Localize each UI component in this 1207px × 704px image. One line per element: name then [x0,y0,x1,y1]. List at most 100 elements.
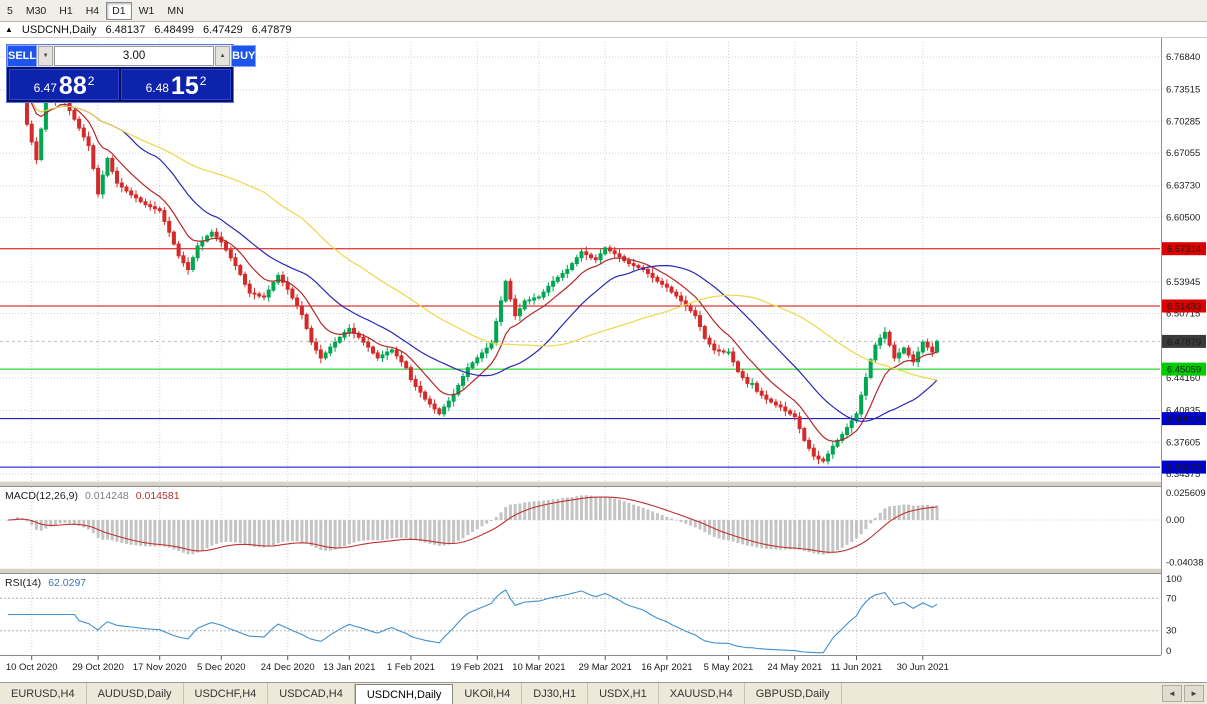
buy-price-display[interactable]: 6.48 15 2 [121,69,231,100]
svg-text:6.44160: 6.44160 [1166,373,1200,384]
svg-text:6.70285: 6.70285 [1166,116,1200,127]
svg-text:17 Nov 2020: 17 Nov 2020 [133,662,187,673]
tab-eurusd-h4[interactable]: EURUSD,H4 [0,683,87,704]
svg-text:6.57314: 6.57314 [1167,244,1201,255]
svg-text:6.67055: 6.67055 [1166,148,1200,159]
tab-gbpusd-daily[interactable]: GBPUSD,Daily [745,683,842,704]
tab-scroll-nav: ◄ ► [1162,683,1207,704]
sell-price-big: 88 [58,72,87,100]
svg-text:100: 100 [1166,574,1182,585]
svg-text:30: 30 [1166,626,1177,637]
level-lines-layer [0,248,1160,468]
svg-text:6.40835: 6.40835 [1166,406,1200,417]
svg-text:6.51483: 6.51483 [1167,302,1201,313]
svg-text:6.50715: 6.50715 [1166,309,1200,320]
lot-decrease-button[interactable]: ▼ [38,46,54,66]
svg-text:6.47879: 6.47879 [1167,337,1201,348]
sell-price-display[interactable]: 6.47 88 2 [9,69,119,100]
svg-text:0.025609: 0.025609 [1166,488,1206,499]
tab-usdx-h1[interactable]: USDX,H1 [588,683,659,704]
svg-text:13 Jan 2021: 13 Jan 2021 [323,662,375,673]
svg-text:6.63730: 6.63730 [1166,181,1200,192]
chart-window: ▲ USDCNH,Daily 6.48137 6.48499 6.47429 6… [0,22,1207,682]
ohlc-high: 6.48499 [154,23,195,36]
tab-scroll-right-button[interactable]: ► [1184,685,1204,702]
sell-button[interactable]: SELL [7,45,38,67]
svg-text:6.40019: 6.40019 [1167,414,1201,425]
svg-text:6.53945: 6.53945 [1166,277,1200,288]
candles-layer [6,64,939,465]
tab-usdcad-h4[interactable]: USDCAD,H4 [268,683,355,704]
svg-text:29 Mar 2021: 29 Mar 2021 [579,662,632,673]
macd-main-value: 0.014248 [84,490,129,502]
moving-averages-layer [7,80,938,442]
ohlc-open: 6.48137 [105,23,146,36]
buy-button[interactable]: BUY [231,45,257,67]
tab-usdcnh-daily[interactable]: USDCNH,Daily [354,684,454,704]
svg-text:70: 70 [1166,593,1177,604]
svg-text:6.76840: 6.76840 [1166,52,1200,63]
svg-text:6.73515: 6.73515 [1166,85,1200,96]
tab-dj30-h1[interactable]: DJ30,H1 [522,683,589,704]
price-axis: 6.76840 6.73515 6.70285 6.67055 6.63730 6.605… [1161,38,1207,682]
svg-text:24 Dec 2020: 24 Dec 2020 [261,662,315,673]
timeframe-button-d1[interactable]: D1 [106,1,132,20]
tab-audusd-daily[interactable]: AUDUSD,Daily [87,683,184,704]
chart-symbol-label: USDCNH,Daily [21,23,97,36]
rsi-value: 62.0297 [48,577,87,589]
svg-text:19 Feb 2021: 19 Feb 2021 [451,662,504,673]
ohlc-low: 6.47429 [203,23,243,36]
tab-xauusd-h4[interactable]: XAUUSD,H4 [659,683,745,704]
sell-price-sup: 2 [87,74,95,88]
rsi-name: RSI(14) [5,577,42,589]
svg-text:10 Oct 2020: 10 Oct 2020 [6,662,58,673]
svg-text:5 May 2021: 5 May 2021 [704,662,754,673]
timeframe-button-mn[interactable]: MN [161,2,189,20]
svg-text:6.34375: 6.34375 [1166,469,1200,480]
macd-signal-value: 0.014581 [135,490,180,502]
buy-price-big: 15 [170,72,199,100]
svg-text:6.45059: 6.45059 [1167,365,1201,376]
svg-text:11 Jun 2021: 11 Jun 2021 [831,662,883,673]
lot-increase-button[interactable]: ▲ [215,46,231,66]
chart-canvas: 6.76840 6.73515 6.70285 6.67055 6.63730 6.605… [0,38,1207,682]
chart-tab-bar: EURUSD,H4 AUDUSD,Daily USDCHF,H4 USDCAD,H4 U… [0,682,1207,704]
macd-indicator-label: MACD(12,26,9) 0.014248 0.014581 [5,490,180,502]
svg-text:1 Feb 2021: 1 Feb 2021 [387,662,435,673]
timeframe-button-5[interactable]: 5 [1,2,19,20]
timeframe-button-w1[interactable]: W1 [133,2,161,20]
buy-price-sup: 2 [199,74,207,88]
svg-text:29 Oct 2020: 29 Oct 2020 [72,662,124,673]
timeframe-toolbar: 5 M30 H1 H4 D1 W1 MN [0,0,1207,22]
timeframe-button-h1[interactable]: H1 [53,2,78,20]
svg-text:-0.04038: -0.04038 [1166,557,1204,568]
chart-header: ▲ USDCNH,Daily 6.48137 6.48499 6.47429 6… [0,22,1207,38]
sell-price-prefix: 6.47 [33,81,57,95]
one-click-trading-widget: SELL ▼ ▲ BUY 6.47 88 2 6.48 [6,44,257,103]
tab-ukoil-h4[interactable]: UKOil,H4 [453,683,523,704]
rsi-layer [0,589,1160,654]
macd-name: MACD(12,26,9) [5,490,78,502]
lot-size-input[interactable] [54,46,215,66]
rsi-indicator-label: RSI(14) 62.0297 [5,577,86,589]
svg-text:6.35078: 6.35078 [1167,463,1201,474]
pane-dividers [0,481,1207,656]
svg-text:0.00: 0.00 [1166,515,1185,526]
svg-text:6.60500: 6.60500 [1166,213,1200,224]
price-chart-svg[interactable]: 6.76840 6.73515 6.70285 6.67055 6.63730 6.605… [0,38,1207,682]
timeframe-button-h4[interactable]: H4 [80,2,105,20]
svg-text:24 May 2021: 24 May 2021 [767,662,822,673]
timeframe-button-m30[interactable]: M30 [20,2,52,20]
ohlc-close: 6.47879 [251,23,292,36]
svg-text:16 Apr 2021: 16 Apr 2021 [641,662,692,673]
tab-usdchf-h4[interactable]: USDCHF,H4 [184,683,269,704]
macd-layer [0,495,1160,555]
svg-text:0: 0 [1166,646,1171,657]
svg-text:6.37605: 6.37605 [1166,437,1200,448]
svg-text:10 Mar 2021: 10 Mar 2021 [512,662,565,673]
svg-text:30 Jun 2021: 30 Jun 2021 [897,662,949,673]
tab-scroll-left-button[interactable]: ◄ [1162,685,1182,702]
collapse-icon[interactable]: ▲ [5,25,13,34]
buy-price-prefix: 6.48 [145,81,169,95]
